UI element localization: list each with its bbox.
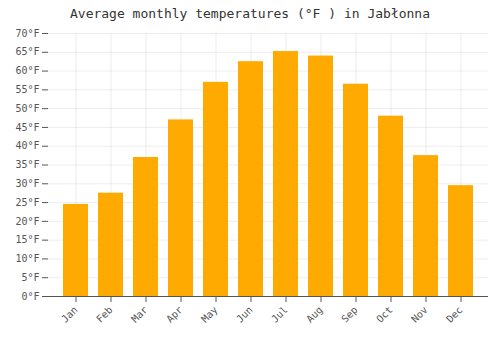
svg-text:Mar: Mar — [129, 304, 150, 325]
svg-text:60°F: 60°F — [15, 65, 39, 76]
svg-text:Feb: Feb — [94, 304, 115, 325]
svg-text:Dec: Dec — [444, 304, 465, 325]
svg-text:35°F: 35°F — [15, 159, 39, 170]
svg-text:55°F: 55°F — [15, 84, 39, 95]
svg-text:May: May — [199, 304, 220, 325]
svg-text:15°F: 15°F — [15, 234, 39, 245]
svg-text:0°F: 0°F — [21, 291, 39, 302]
svg-text:40°F: 40°F — [15, 140, 39, 151]
svg-text:65°F: 65°F — [15, 46, 39, 57]
html-text:Average monthly temperatures (: Average monthly temperatures (°F ) in Ja… — [70, 6, 430, 21]
svg-text:Jun: Jun — [234, 304, 255, 325]
svg-text:5°F: 5°F — [21, 272, 39, 283]
svg-text:Jul: Jul — [269, 304, 290, 325]
svg-text:50°F: 50°F — [15, 103, 39, 114]
svg-text:Apr: Apr — [164, 304, 185, 325]
svg-text:Aug: Aug — [304, 304, 325, 325]
svg-text:45°F: 45°F — [15, 122, 39, 133]
svg-text:Sep: Sep — [339, 304, 360, 325]
svg-text:25°F: 25°F — [15, 197, 39, 208]
svg-text:10°F: 10°F — [15, 253, 39, 264]
svg-text:Nov: Nov — [409, 304, 430, 325]
svg-text:30°F: 30°F — [15, 178, 39, 189]
svg-text:20°F: 20°F — [15, 216, 39, 227]
svg-text:70°F: 70°F — [15, 28, 39, 39]
svg-text:Jan: Jan — [59, 304, 80, 325]
svg-text:Oct: Oct — [374, 304, 395, 325]
